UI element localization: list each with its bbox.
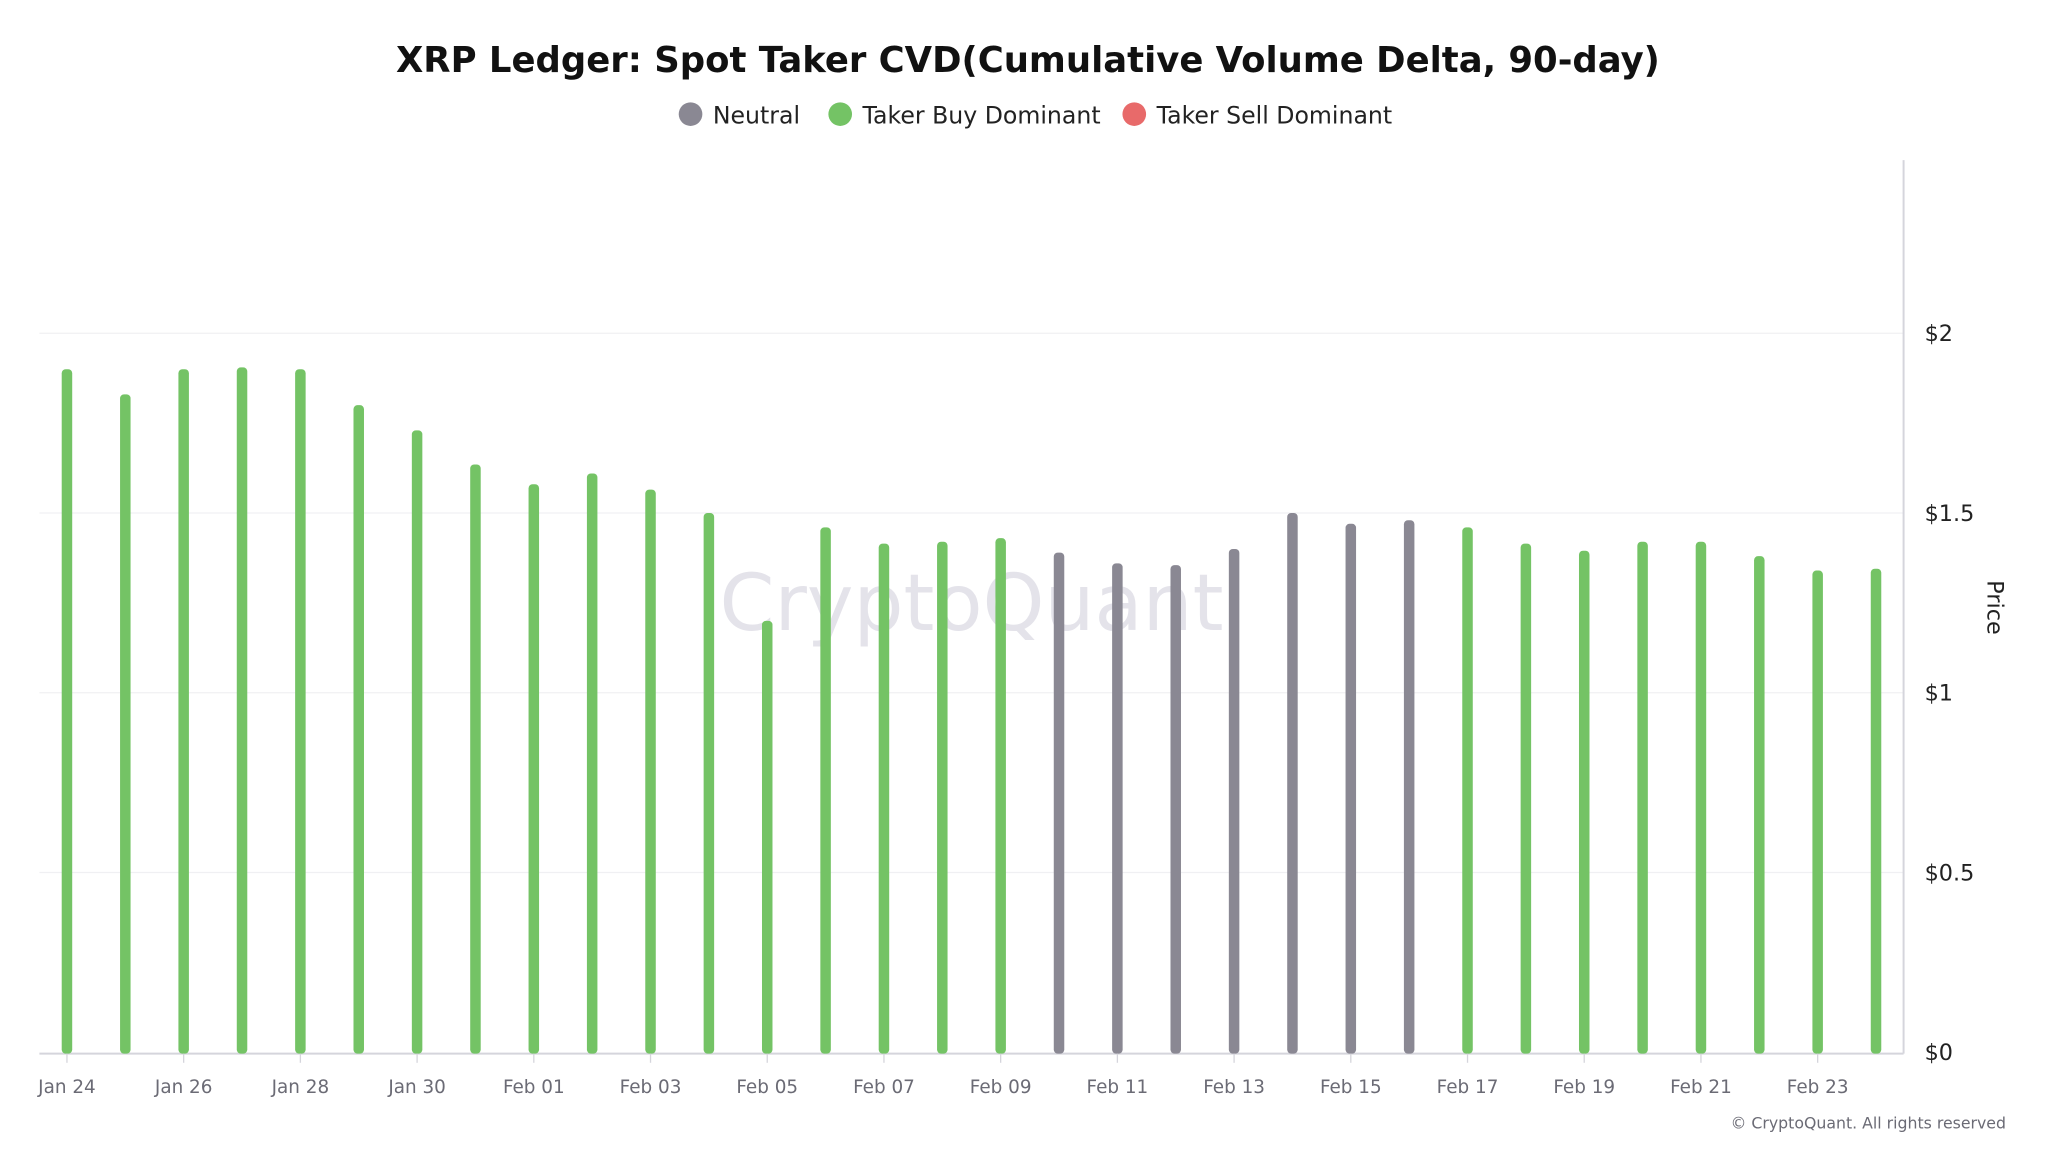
- bar-feb-20[interactable]: [1637, 541, 1648, 1054]
- y-tick-label: $1.5: [1925, 501, 1975, 527]
- y-tick-label: $1: [1925, 681, 1953, 707]
- x-tick-label: Jan 26: [154, 1077, 213, 1098]
- legend-marker-icon: [1122, 102, 1147, 126]
- x-tick-label: Feb 13: [1203, 1077, 1265, 1098]
- bar-feb-19[interactable]: [1578, 550, 1590, 1054]
- bar-jan-29[interactable]: [353, 405, 364, 1054]
- bars: [61, 367, 1882, 1054]
- bar-jan-26[interactable]: [178, 369, 189, 1054]
- bar-feb-15[interactable]: [1345, 523, 1357, 1054]
- chart-title: XRP Ledger: Spot Taker CVD(Cumulative Vo…: [396, 40, 1660, 81]
- legend-marker-icon: [828, 102, 853, 126]
- x-tick-label: Feb 23: [1787, 1077, 1849, 1098]
- x-tick-label: Jan 30: [387, 1077, 446, 1098]
- bar-feb-16[interactable]: [1403, 520, 1415, 1054]
- legend-item[interactable]: Neutral: [678, 101, 800, 129]
- bar-feb-04[interactable]: [703, 513, 715, 1054]
- legend: Neutral Taker Buy Dominant Taker Sell Domi…: [678, 101, 1392, 129]
- bar-feb-09[interactable]: [995, 538, 1006, 1054]
- x-tick-label: Feb 15: [1320, 1077, 1382, 1098]
- x-tick-label: Feb 03: [620, 1077, 682, 1098]
- bar-feb-05[interactable]: [761, 620, 773, 1054]
- legend-marker-icon: [678, 102, 703, 126]
- bar-jan-28[interactable]: [295, 369, 306, 1054]
- copyright: © CryptoQuant. All rights reserved: [1731, 1113, 2006, 1132]
- bar-feb-24[interactable]: [1870, 568, 1882, 1054]
- legend-label: Taker Sell Dominant: [1156, 101, 1393, 129]
- x-tick-label: Feb 17: [1437, 1077, 1499, 1098]
- bar-feb-18[interactable]: [1520, 543, 1532, 1054]
- x-tick-label: Jan 28: [271, 1077, 330, 1098]
- y-axis-label: Price: [1982, 580, 2008, 634]
- x-tick-label: Feb 21: [1670, 1077, 1732, 1098]
- bar-feb-02[interactable]: [586, 473, 598, 1054]
- bar-jan-31[interactable]: [470, 464, 481, 1054]
- watermark: CryptoQuant: [719, 557, 1223, 649]
- bar-feb-08[interactable]: [937, 541, 948, 1054]
- x-tick-label: Feb 07: [853, 1077, 915, 1098]
- x-tick-label: Feb 05: [736, 1077, 798, 1098]
- y-tick-label: $2: [1925, 321, 1953, 347]
- bar-feb-22[interactable]: [1754, 556, 1765, 1054]
- bar-jan-30[interactable]: [411, 430, 423, 1054]
- bar-feb-23[interactable]: [1812, 570, 1823, 1054]
- y-tick-label: $0: [1925, 1040, 1953, 1066]
- legend-item[interactable]: Taker Sell Dominant: [1122, 101, 1392, 129]
- bar-feb-14[interactable]: [1287, 513, 1298, 1054]
- legend-label: Taker Buy Dominant: [862, 101, 1101, 129]
- x-tick-label: Feb 11: [1087, 1077, 1149, 1098]
- bar-jan-24[interactable]: [61, 369, 73, 1054]
- bar-feb-11[interactable]: [1112, 563, 1123, 1054]
- bar-feb-01[interactable]: [528, 484, 540, 1054]
- x-ticks: Jan 24 Jan 26 Jan 28 Jan 30 Feb 01 Feb 03 Feb …: [37, 1053, 1849, 1098]
- x-tick-label: Jan 24: [37, 1077, 96, 1098]
- bar-feb-06[interactable]: [820, 527, 831, 1054]
- grid: [39, 332, 1904, 874]
- bar-jan-25[interactable]: [120, 394, 131, 1054]
- bar-feb-03[interactable]: [645, 489, 656, 1054]
- bar-feb-21[interactable]: [1695, 541, 1707, 1054]
- bar-feb-07[interactable]: [878, 543, 890, 1054]
- legend-item[interactable]: Taker Buy Dominant: [828, 101, 1101, 129]
- legend-label: Neutral: [713, 101, 800, 129]
- x-tick-label: Feb 01: [503, 1077, 565, 1098]
- x-tick-label: Feb 19: [1553, 1077, 1615, 1098]
- bar-feb-12[interactable]: [1170, 565, 1181, 1054]
- bar-feb-17[interactable]: [1462, 527, 1473, 1054]
- x-tick-label: Feb 09: [970, 1077, 1032, 1098]
- y-ticks: $0 $0.5 $1 $1.5 $2: [1925, 321, 1975, 1066]
- bar-feb-10[interactable]: [1053, 552, 1065, 1054]
- bar-feb-13[interactable]: [1228, 548, 1240, 1054]
- bar-jan-27[interactable]: [236, 367, 248, 1054]
- y-tick-label: $0.5: [1925, 860, 1975, 886]
